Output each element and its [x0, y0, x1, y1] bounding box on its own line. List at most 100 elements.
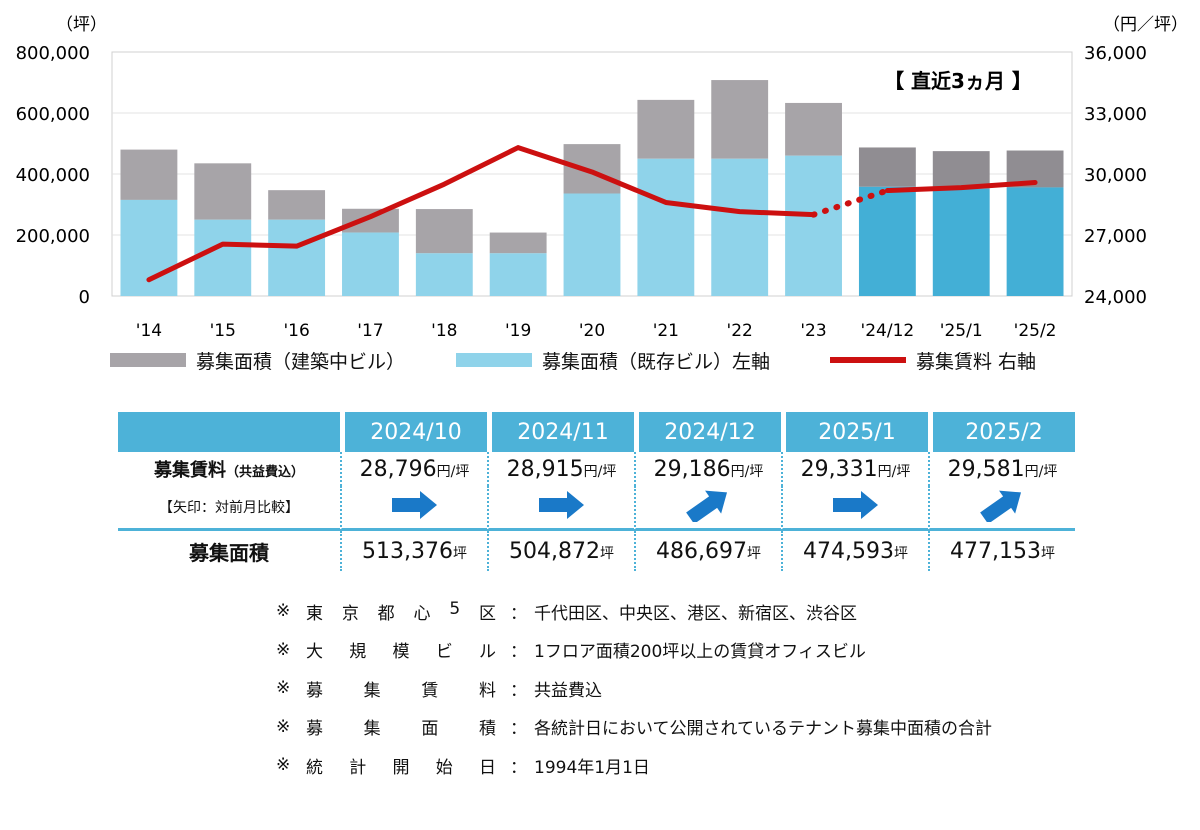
x-axis-tick: '14 [136, 321, 162, 341]
x-axis-tick: '17 [357, 321, 383, 341]
right-axis-tick: 36,000 [1084, 43, 1147, 64]
x-axis-tick: '18 [431, 321, 457, 341]
footnote-description: 1フロア面積200坪以上の賃貸オフィスビル [534, 642, 866, 663]
area-unit: 坪 [452, 545, 467, 562]
legend-item-rent: 募集賃料 右軸 [830, 343, 1036, 377]
area-cell: 474,593坪 [781, 531, 928, 571]
rent-unit: 円/坪 [436, 463, 470, 480]
rent-cell: 29,331円/坪 [781, 452, 928, 486]
right-axis-unit: （円／坪） [1103, 15, 1188, 35]
rent-cell: 28,915円/坪 [487, 452, 634, 486]
x-axis-tick: '24/12 [861, 321, 915, 341]
area-unit: 坪 [746, 545, 761, 562]
rent-line-solid [146, 145, 817, 283]
area-cell: 477,153坪 [928, 531, 1075, 571]
trend-arrow-cell [340, 486, 487, 531]
bar-existing [489, 253, 547, 296]
footnote-term: 大規模ビル [306, 642, 496, 663]
footnote-description: 各統計日において公開されているテナント募集中面積の合計 [534, 719, 992, 740]
area-value: 474,593 [803, 538, 894, 564]
right-axis-tick: 27,000 [1084, 226, 1147, 247]
rent-value: 29,581 [947, 456, 1025, 482]
bar-existing [711, 158, 769, 296]
area-cell: 486,697坪 [634, 531, 781, 571]
bar-building [489, 232, 547, 254]
table-header-month: 2024/12 [634, 412, 781, 452]
arrow-right-icon [832, 491, 878, 519]
legend-item-existing: 募集面積（既存ビル）左軸 [456, 343, 770, 377]
bar-building [194, 163, 252, 220]
trend-arrow-cell [781, 486, 928, 531]
bar-existing [194, 219, 252, 296]
arrow-right-icon [391, 491, 437, 519]
table-header-month: 2025/1 [781, 412, 928, 452]
legend-label-rent: 募集賃料 右軸 [916, 350, 1037, 373]
left-axis-tick: 800,000 [16, 43, 90, 64]
footnote-separator: ： [510, 680, 527, 701]
rent-value: 29,186 [653, 456, 731, 482]
table-header-blank [118, 412, 340, 452]
footnote-row: ※ 募集面積 ： 各統計日において公開されているテナント募集中面積の合計 [276, 708, 992, 747]
footnote-row: ※ 募集賃料 ： 共益費込 [276, 669, 992, 708]
left-axis-tick: 200,000 [16, 226, 90, 247]
x-axis-tick: '21 [653, 321, 679, 341]
left-axis-tick: 400,000 [16, 165, 90, 186]
legend-item-building: 募集面積（建築中ビル） [110, 343, 405, 377]
area-value: 477,153 [950, 538, 1041, 564]
area-unit: 坪 [1040, 545, 1055, 562]
arrow-shape [538, 491, 584, 519]
legend-swatch-building [110, 353, 186, 367]
rent-area-chart: 800,000 600,000 400,000 200,000 0 36,000 33,00… [16, 15, 1188, 341]
x-axis-tick: '15 [210, 321, 236, 341]
footnote-description: 共益費込 [534, 680, 602, 701]
table-header-month: 2024/11 [487, 412, 634, 452]
arrow-shape [685, 490, 727, 524]
bar-existing [932, 188, 990, 296]
trend-arrow-cell [928, 486, 1075, 531]
bar-existing [563, 193, 621, 296]
rent-label: 募集賃料 [153, 460, 226, 481]
bar-building [342, 208, 399, 233]
bar-building [785, 102, 842, 156]
table-header-month: 2025/2 [928, 412, 1075, 452]
arrow-up-right-icon [979, 490, 1021, 524]
x-axis-tick: '25/1 [940, 321, 983, 341]
area-cell: 513,376坪 [340, 531, 487, 571]
left-axis-tick: 0 [79, 287, 90, 308]
area-cell: 504,872坪 [487, 531, 634, 571]
table-header-month: 2024/10 [340, 412, 487, 452]
footnote-mark: ※ [276, 755, 291, 776]
x-axis-tick: '19 [505, 321, 531, 341]
table-header-row: 2024/10 2024/11 2024/12 2025/1 2025/2 [118, 412, 1075, 452]
area-value: 513,376 [362, 538, 453, 564]
bar-building [563, 144, 621, 194]
rent-cell: 29,581円/坪 [928, 452, 1075, 486]
area-unit: 坪 [893, 545, 908, 562]
x-axis-tick: '20 [579, 321, 605, 341]
bar-building [932, 151, 990, 189]
bar-existing [268, 219, 326, 296]
x-axis-tick: '23 [800, 321, 826, 341]
rent-unit: 円/坪 [877, 463, 911, 480]
bar-existing [785, 155, 842, 296]
arrow-note: 【矢印：対前月比較】 [118, 486, 340, 531]
rent-unit: 円/坪 [1024, 463, 1058, 480]
bar-existing [1006, 187, 1064, 296]
footnote-term: 募集面積 [306, 719, 496, 740]
footnote-mark: ※ [276, 716, 291, 737]
footnotes: ※ 東京都心 5 区 ： 千代田区、中央区、港区、新宿区、渋谷区 ※ 大規模ビル ： 1フロア面積… [276, 592, 992, 785]
rent-line-recent [884, 180, 1038, 194]
legend-label-building: 募集面積（建築中ビル） [196, 350, 406, 373]
footnote-mark: ※ [276, 601, 291, 622]
left-axis-tick: 600,000 [16, 104, 90, 125]
footnote-separator: ： [510, 642, 527, 663]
chart-legend: 募集面積（建築中ビル） 募集面積（既存ビル）左軸 募集賃料 右軸 [110, 343, 1090, 377]
left-axis-unit: （坪） [56, 15, 107, 35]
area-value: 486,697 [656, 538, 747, 564]
footnote-separator: ： [510, 719, 527, 740]
rent-sub-label: （共益費込） [225, 465, 304, 480]
rent-line-dotted [810, 187, 891, 218]
bars [120, 80, 1064, 296]
rent-value: 28,915 [506, 456, 584, 482]
footnote-row: ※ 東京都心 5 区 ： 千代田区、中央区、港区、新宿区、渋谷区 [276, 592, 992, 631]
